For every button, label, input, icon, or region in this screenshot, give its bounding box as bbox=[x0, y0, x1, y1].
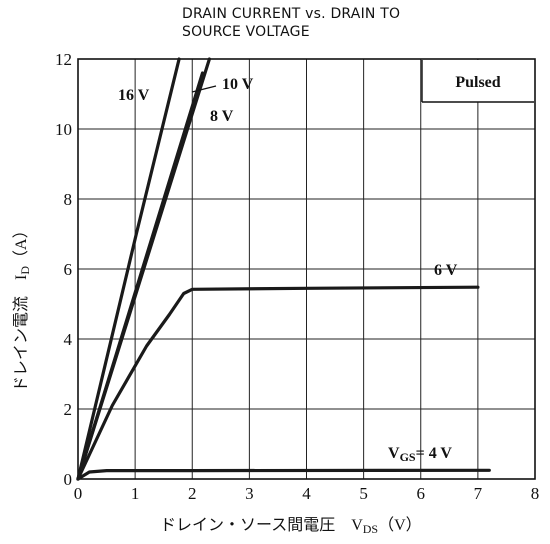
y-tick-label: 0 bbox=[64, 470, 73, 489]
pulsed-box: Pulsed bbox=[421, 60, 534, 103]
y-tick-label: 8 bbox=[64, 190, 73, 209]
y-axis-label: ドレイン電流 ID（A） bbox=[12, 222, 32, 392]
series-line-2 bbox=[76, 71, 205, 481]
grid-lines bbox=[78, 59, 535, 479]
y-tick-label: 2 bbox=[64, 400, 73, 419]
x-tick-label: 8 bbox=[531, 484, 540, 503]
y-tick-label: 4 bbox=[64, 330, 73, 349]
x-tick-label: 6 bbox=[417, 484, 426, 503]
x-tick-label: 5 bbox=[359, 484, 368, 503]
label-10v: 10 V bbox=[222, 76, 254, 93]
y-tick-label: 6 bbox=[64, 260, 73, 279]
series-line-0 bbox=[76, 57, 181, 481]
x-tick-label: 1 bbox=[131, 484, 140, 503]
y-tick-label: 12 bbox=[55, 50, 72, 69]
x-tick-label: 3 bbox=[245, 484, 254, 503]
series-line-3 bbox=[76, 285, 480, 481]
chart-title-line-1: DRAIN CURRENT vs. DRAIN TO bbox=[182, 6, 401, 22]
label-16v: 16 V bbox=[118, 87, 150, 104]
y-tick-label: 10 bbox=[55, 120, 72, 139]
plot-frame bbox=[77, 58, 536, 480]
label-4v: VGS= 4 V bbox=[388, 445, 452, 464]
leader-10v bbox=[191, 85, 217, 93]
x-axis-label: ドレイン・ソース間電圧 VDS（V） bbox=[160, 516, 422, 536]
x-tick-label: 7 bbox=[474, 484, 483, 503]
x-tick-label: 0 bbox=[74, 484, 83, 503]
curves bbox=[76, 57, 491, 481]
x-tick-label: 2 bbox=[188, 484, 197, 503]
chart-title-line-2: SOURCE VOLTAGE bbox=[182, 24, 310, 40]
x-tick-label: 4 bbox=[302, 484, 311, 503]
pulsed-label: Pulsed bbox=[455, 74, 500, 91]
label-6v: 6 V bbox=[434, 262, 458, 279]
label-8v: 8 V bbox=[210, 108, 234, 125]
series-line-4 bbox=[76, 468, 491, 481]
